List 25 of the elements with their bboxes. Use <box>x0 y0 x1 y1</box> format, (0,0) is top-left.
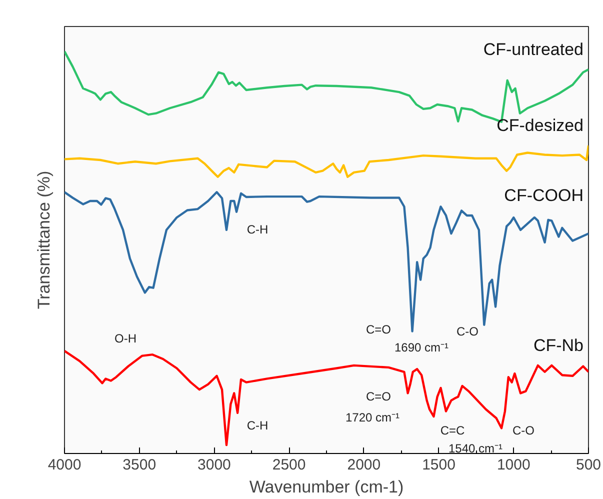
x-tick-label: 4000 <box>48 456 82 474</box>
series-label: CF-untreated <box>483 40 584 60</box>
annotation: C-H <box>246 418 268 432</box>
y-axis-title: Transmittance (%) <box>34 170 54 310</box>
annotation: C-O <box>456 324 478 338</box>
x-tick-label: 2000 <box>347 456 381 474</box>
annotation: O-H <box>114 332 136 346</box>
x-tick-label: 3500 <box>122 456 156 474</box>
x-tick-label: 3000 <box>198 456 231 474</box>
x-tick-label: 2500 <box>272 456 306 474</box>
annotation: C=O <box>366 390 392 404</box>
series-label: CF-Nb <box>533 336 584 355</box>
annotation: C-H <box>246 222 268 236</box>
annotation: C=C <box>440 424 466 438</box>
x-tick-label: 500 <box>576 456 602 474</box>
series-label: CF-COOH <box>504 186 584 205</box>
x-tick-label: 1500 <box>422 456 456 474</box>
annotation: C-O <box>512 424 534 438</box>
annotation: C=O <box>366 322 392 336</box>
annotation: 1540 cm⁻¹ <box>448 442 503 456</box>
x-axis-title: Wavenumber (cm-1) <box>249 478 404 496</box>
annotation: 1720 cm⁻¹ <box>345 410 400 424</box>
annotation: 1690 cm⁻¹ <box>394 340 449 354</box>
series-label: CF-desized <box>496 116 584 136</box>
x-tick-label: 1000 <box>496 456 530 474</box>
